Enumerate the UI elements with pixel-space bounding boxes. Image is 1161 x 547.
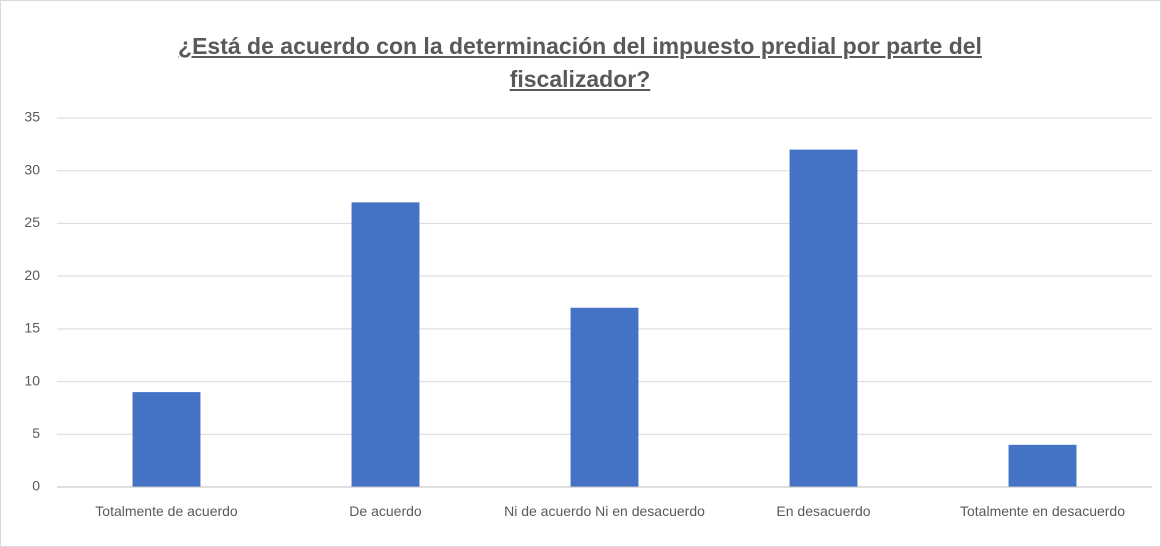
x-tick-label: De acuerdo — [349, 503, 422, 519]
x-tick-label: En desacuerdo — [776, 503, 871, 519]
x-tick-label: Ni de acuerdo Ni en desacuerdo — [504, 503, 705, 519]
bar — [132, 392, 201, 487]
y-tick-label: 25 — [24, 214, 40, 230]
y-tick-label: 15 — [24, 320, 40, 336]
y-tick-label: 35 — [24, 109, 40, 125]
bar — [351, 202, 420, 488]
y-tick-label: 30 — [24, 161, 40, 177]
bar — [789, 149, 858, 487]
y-tick-label: 10 — [24, 372, 40, 388]
bar — [1008, 444, 1077, 487]
bar — [570, 307, 639, 487]
x-tick-label: Totalmente de acuerdo — [95, 503, 238, 519]
y-tick-label: 20 — [24, 267, 40, 283]
chart-title: ¿Está de acuerdo con la determinación de… — [178, 33, 982, 92]
y-tick-label: 5 — [32, 425, 40, 441]
y-tick-label: 0 — [32, 478, 40, 494]
x-tick-label: Totalmente en desacuerdo — [960, 503, 1125, 519]
